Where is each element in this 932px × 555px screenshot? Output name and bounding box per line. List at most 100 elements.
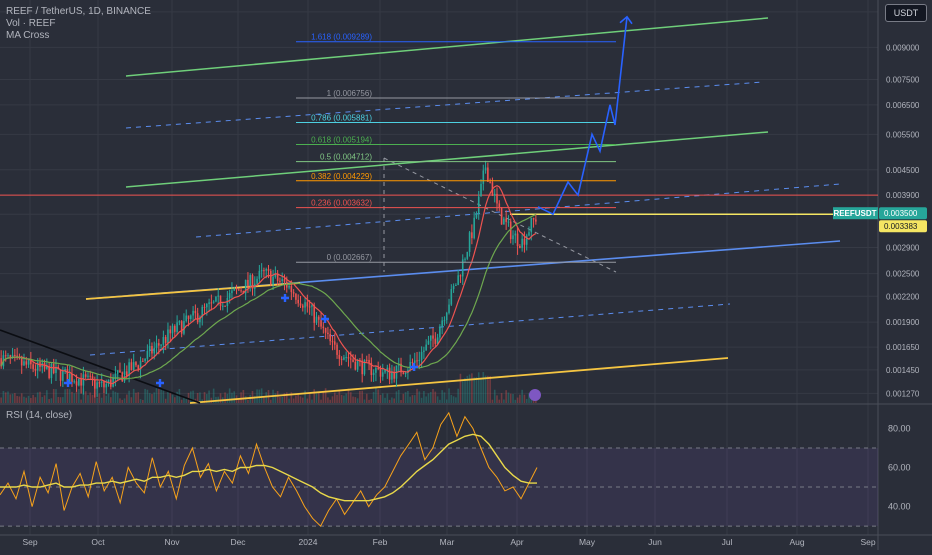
rsi-line xyxy=(0,411,538,527)
volume-bar xyxy=(475,377,478,403)
volume-bar xyxy=(137,392,140,403)
volume-bar xyxy=(313,389,316,403)
volume-bar xyxy=(167,391,169,403)
rsi-tick-label: 60.00 xyxy=(888,463,911,473)
candle-body xyxy=(82,374,85,386)
candle-body xyxy=(393,371,395,379)
volume-bar xyxy=(126,394,128,403)
volume-indicator-label[interactable]: Vol · REEF xyxy=(6,18,56,29)
price-tick-label: 0.006500 xyxy=(886,101,920,110)
volume-bar xyxy=(461,381,464,403)
volume-bar xyxy=(354,397,357,403)
candle-body xyxy=(240,290,242,292)
fib-level-label: 0.382 (0.004229) xyxy=(311,172,372,181)
candle-body xyxy=(343,357,345,360)
volume-bar xyxy=(317,391,320,403)
ma-cross-indicator-label[interactable]: MA Cross xyxy=(6,30,50,41)
volume-bar xyxy=(233,391,236,403)
volume-bar xyxy=(208,390,210,403)
candle-body xyxy=(78,378,80,386)
candle-body xyxy=(169,329,172,334)
candle-body xyxy=(423,350,425,352)
fib-level-label: 1.618 (0.009289) xyxy=(311,33,372,42)
candle-body xyxy=(384,369,386,373)
volume-bar xyxy=(91,394,94,403)
candle-body xyxy=(514,233,517,236)
currency-button[interactable]: USDT xyxy=(885,4,927,22)
price-tick-label: 0.002500 xyxy=(886,270,920,279)
volume-bar xyxy=(263,396,265,403)
volume-bar xyxy=(180,399,183,403)
volume-bar xyxy=(87,395,89,403)
candle-body xyxy=(441,320,443,327)
volume-bar xyxy=(32,394,34,403)
candle-body xyxy=(183,321,185,334)
price-tick-label: 0.001450 xyxy=(886,366,920,375)
projection-arrowhead xyxy=(619,15,633,25)
volume-bar xyxy=(107,393,110,403)
volume-bar xyxy=(473,377,475,403)
candle-body xyxy=(233,288,236,291)
volume-bar xyxy=(100,397,103,403)
candle-body xyxy=(105,384,108,388)
volume-bar xyxy=(55,389,57,403)
candle-body xyxy=(119,370,121,373)
last-price-tag-label: 0.003500 xyxy=(884,209,918,218)
price-tick-label: 0.001270 xyxy=(886,389,920,398)
candle-body xyxy=(4,355,7,357)
candle-body xyxy=(477,196,480,214)
volume-bar xyxy=(48,399,50,403)
candle-body xyxy=(210,302,213,304)
candle-body xyxy=(317,316,320,320)
candle-body xyxy=(450,289,453,305)
candle-body xyxy=(391,371,393,380)
candle-body xyxy=(137,365,140,370)
candle-body xyxy=(420,351,423,360)
candle-body xyxy=(34,368,37,371)
candle-body xyxy=(473,217,475,239)
volume-bar xyxy=(407,390,409,403)
last-price-tag-bg xyxy=(879,207,927,220)
volume-bar xyxy=(519,394,521,403)
volume-bar xyxy=(443,392,446,403)
candle-body xyxy=(153,347,156,354)
ma-cross-marker xyxy=(321,315,329,323)
candle-body xyxy=(146,350,149,359)
candle-body xyxy=(489,181,491,183)
candle-body xyxy=(139,360,142,370)
volume-bar xyxy=(349,392,352,403)
candle-body xyxy=(322,326,325,329)
rsi-indicator-label[interactable]: RSI (14, close) xyxy=(6,410,73,421)
volume-bar xyxy=(441,390,443,403)
candle-body xyxy=(466,251,469,259)
volume-bar xyxy=(436,396,439,403)
volume-bar xyxy=(336,394,338,403)
volume-bar xyxy=(244,396,247,403)
support-yellow-line xyxy=(85,282,301,300)
candle-body xyxy=(436,337,439,344)
volume-bar xyxy=(9,394,12,403)
candle-body xyxy=(217,295,220,297)
candle-body xyxy=(256,278,258,284)
volume-bar xyxy=(139,399,142,403)
candle-body xyxy=(338,354,341,359)
volume-bar xyxy=(493,389,496,403)
volume-bar xyxy=(372,391,375,403)
candle-body xyxy=(496,193,498,204)
candle-body xyxy=(525,235,528,245)
candle-body xyxy=(187,315,190,319)
volume-bar xyxy=(327,397,329,403)
volume-bar xyxy=(105,395,108,403)
event-badge xyxy=(529,389,541,401)
candle-body xyxy=(413,360,416,364)
volume-bar xyxy=(2,390,5,403)
candle-body xyxy=(64,369,66,371)
volume-bar xyxy=(123,398,126,403)
volume-bar xyxy=(352,396,354,403)
volume-bar xyxy=(36,392,39,403)
candle-body xyxy=(443,320,446,322)
channel-bottom-yellow-line xyxy=(189,357,729,404)
volume-bar xyxy=(329,399,331,403)
